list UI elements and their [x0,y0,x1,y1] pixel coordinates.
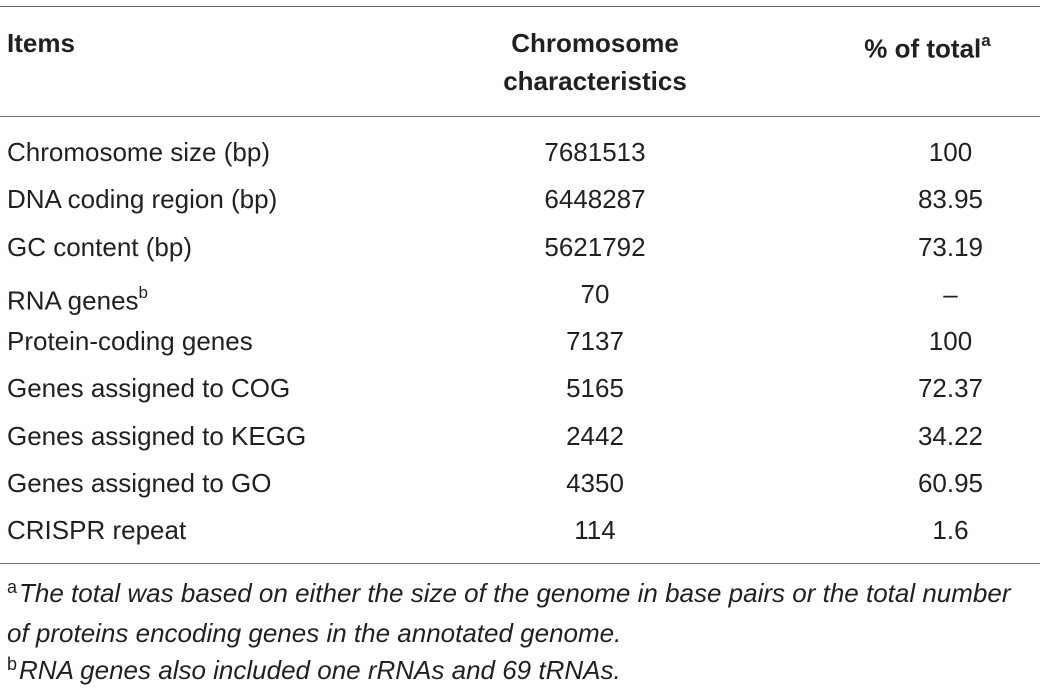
table-row: Genes assigned to GO 4350 60.95 [0,460,1040,507]
row-percent-value: 1.6 [932,515,969,546]
row-percent-value: 34.22 [917,420,984,451]
table-row: Genes assigned to KEGG 2442 34.22 [0,413,1040,460]
table-row: DNA coding region (bp) 6448287 83.95 [0,176,1040,223]
row-chromosome-value: 70 [580,278,610,309]
row-item-label: Chromosome size (bp) [7,137,270,167]
row-chromosome-value: 6448287 [544,184,646,215]
table-row: GC content (bp) 5621792 73.19 [0,224,1040,271]
table-row: CRISPR repeat 114 1.6 [0,507,1040,554]
header-chromosome-characteristics: Chromosome characteristics [455,24,735,100]
row-percent-value: 73.19 [917,231,984,262]
row-item-label: CRISPR repeat [7,515,187,546]
table-row: Protein-coding genes 7137 100 [0,318,1040,365]
row-item-label: Genes assigned to GO [7,468,272,499]
table-body: Chromosome size (bp) 7681513 100 DNA coding… [0,129,1040,555]
row-footnote-mark: b [138,282,148,302]
header-percent-footnote-mark: a [981,31,991,50]
footnote-a: aThe total was based on either the size … [7,575,1037,652]
row-item-label: GC content (bp) [7,231,192,262]
row-percent-value: 83.95 [917,184,984,215]
row-percent-value: 60.95 [917,468,984,499]
row-item-label: DNA coding region (bp) [7,184,278,215]
footnote-a-text: The total was based on either the size o… [7,578,1011,648]
header-percent-of-total: % of totala [864,31,991,64]
footnote-a-mark: a [7,577,18,597]
row-chromosome-value: 5165 [566,373,624,404]
table-footnotes: aThe total was based on either the size … [7,575,1037,692]
table-bottom-rule [0,563,1040,564]
row-percent-value: 72.37 [917,373,984,404]
row-percent-value: 100 [928,137,973,167]
footnote-b-mark: b [7,654,18,674]
row-percent-value: – [943,278,958,309]
row-item-label: Genes assigned to KEGG [7,420,307,451]
table-header-rule [0,116,1040,117]
row-percent-value: 100 [928,326,973,357]
header-items: Items [7,28,75,58]
row-item-label: Protein-coding genes [7,326,253,357]
row-item-label: Genes assigned to COG [7,373,291,404]
footnote-b-text: RNA genes also included one rRNAs and 69… [19,655,621,685]
row-chromosome-value: 114 [574,515,616,546]
row-chromosome-value: 7137 [566,326,624,357]
table-row: RNA genesb 70 – [0,271,1040,318]
row-chromosome-value: 5621792 [544,231,646,262]
row-chromosome-value: 2442 [566,420,624,451]
footnote-b: bRNA genes also included one rRNAs and 6… [7,652,1037,692]
header-characteristics-line2: characteristics [503,66,687,96]
row-item-label: RNA genesb [7,282,148,316]
table-row: Chromosome size (bp) 7681513 100 [0,129,1040,176]
row-chromosome-value: 4350 [566,468,624,499]
header-characteristics-line1: Chromosome [511,28,679,58]
table-top-rule [0,6,1040,7]
row-chromosome-value: 7681513 [544,137,646,167]
table-row: Genes assigned to COG 5165 72.37 [0,365,1040,412]
